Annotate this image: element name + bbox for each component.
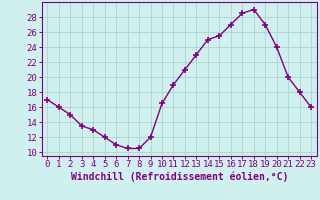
X-axis label: Windchill (Refroidissement éolien,°C): Windchill (Refroidissement éolien,°C) <box>70 172 288 182</box>
